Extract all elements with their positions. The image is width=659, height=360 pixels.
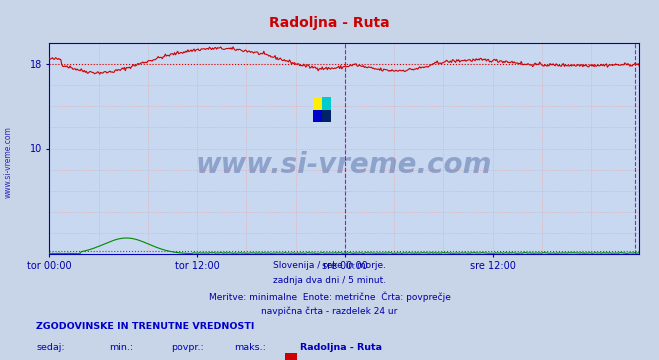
Text: zadnja dva dni / 5 minut.: zadnja dva dni / 5 minut. [273,276,386,285]
Text: ZGODOVINSKE IN TRENUTNE VREDNOSTI: ZGODOVINSKE IN TRENUTNE VREDNOSTI [36,322,254,331]
Text: navpična črta - razdelek 24 ur: navpična črta - razdelek 24 ur [262,306,397,316]
Text: povpr.:: povpr.: [171,343,204,352]
Text: Radoljna - Ruta: Radoljna - Ruta [300,343,382,352]
Text: sedaj:: sedaj: [36,343,65,352]
Text: www.si-vreme.com: www.si-vreme.com [3,126,13,198]
Text: Radoljna - Ruta: Radoljna - Ruta [269,17,390,30]
Text: Meritve: minimalne  Enote: metrične  Črta: povprečje: Meritve: minimalne Enote: metrične Črta:… [208,291,451,302]
Text: min.:: min.: [109,343,133,352]
Text: www.si-vreme.com: www.si-vreme.com [196,151,492,179]
Text: Slovenija / reke in morje.: Slovenija / reke in morje. [273,261,386,270]
Text: maks.:: maks.: [234,343,266,352]
